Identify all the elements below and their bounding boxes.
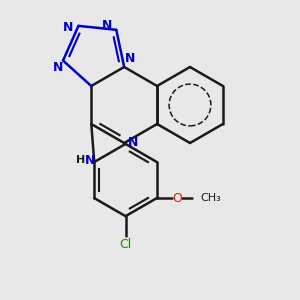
Text: O: O xyxy=(172,192,182,205)
Text: CH₃: CH₃ xyxy=(201,193,222,203)
Text: N: N xyxy=(53,61,63,74)
Text: Cl: Cl xyxy=(119,238,132,251)
Text: N: N xyxy=(128,136,138,149)
Text: N: N xyxy=(102,19,112,32)
Text: N: N xyxy=(85,154,95,166)
Text: H: H xyxy=(76,155,85,165)
Text: N: N xyxy=(125,52,135,65)
Text: N: N xyxy=(63,21,74,34)
